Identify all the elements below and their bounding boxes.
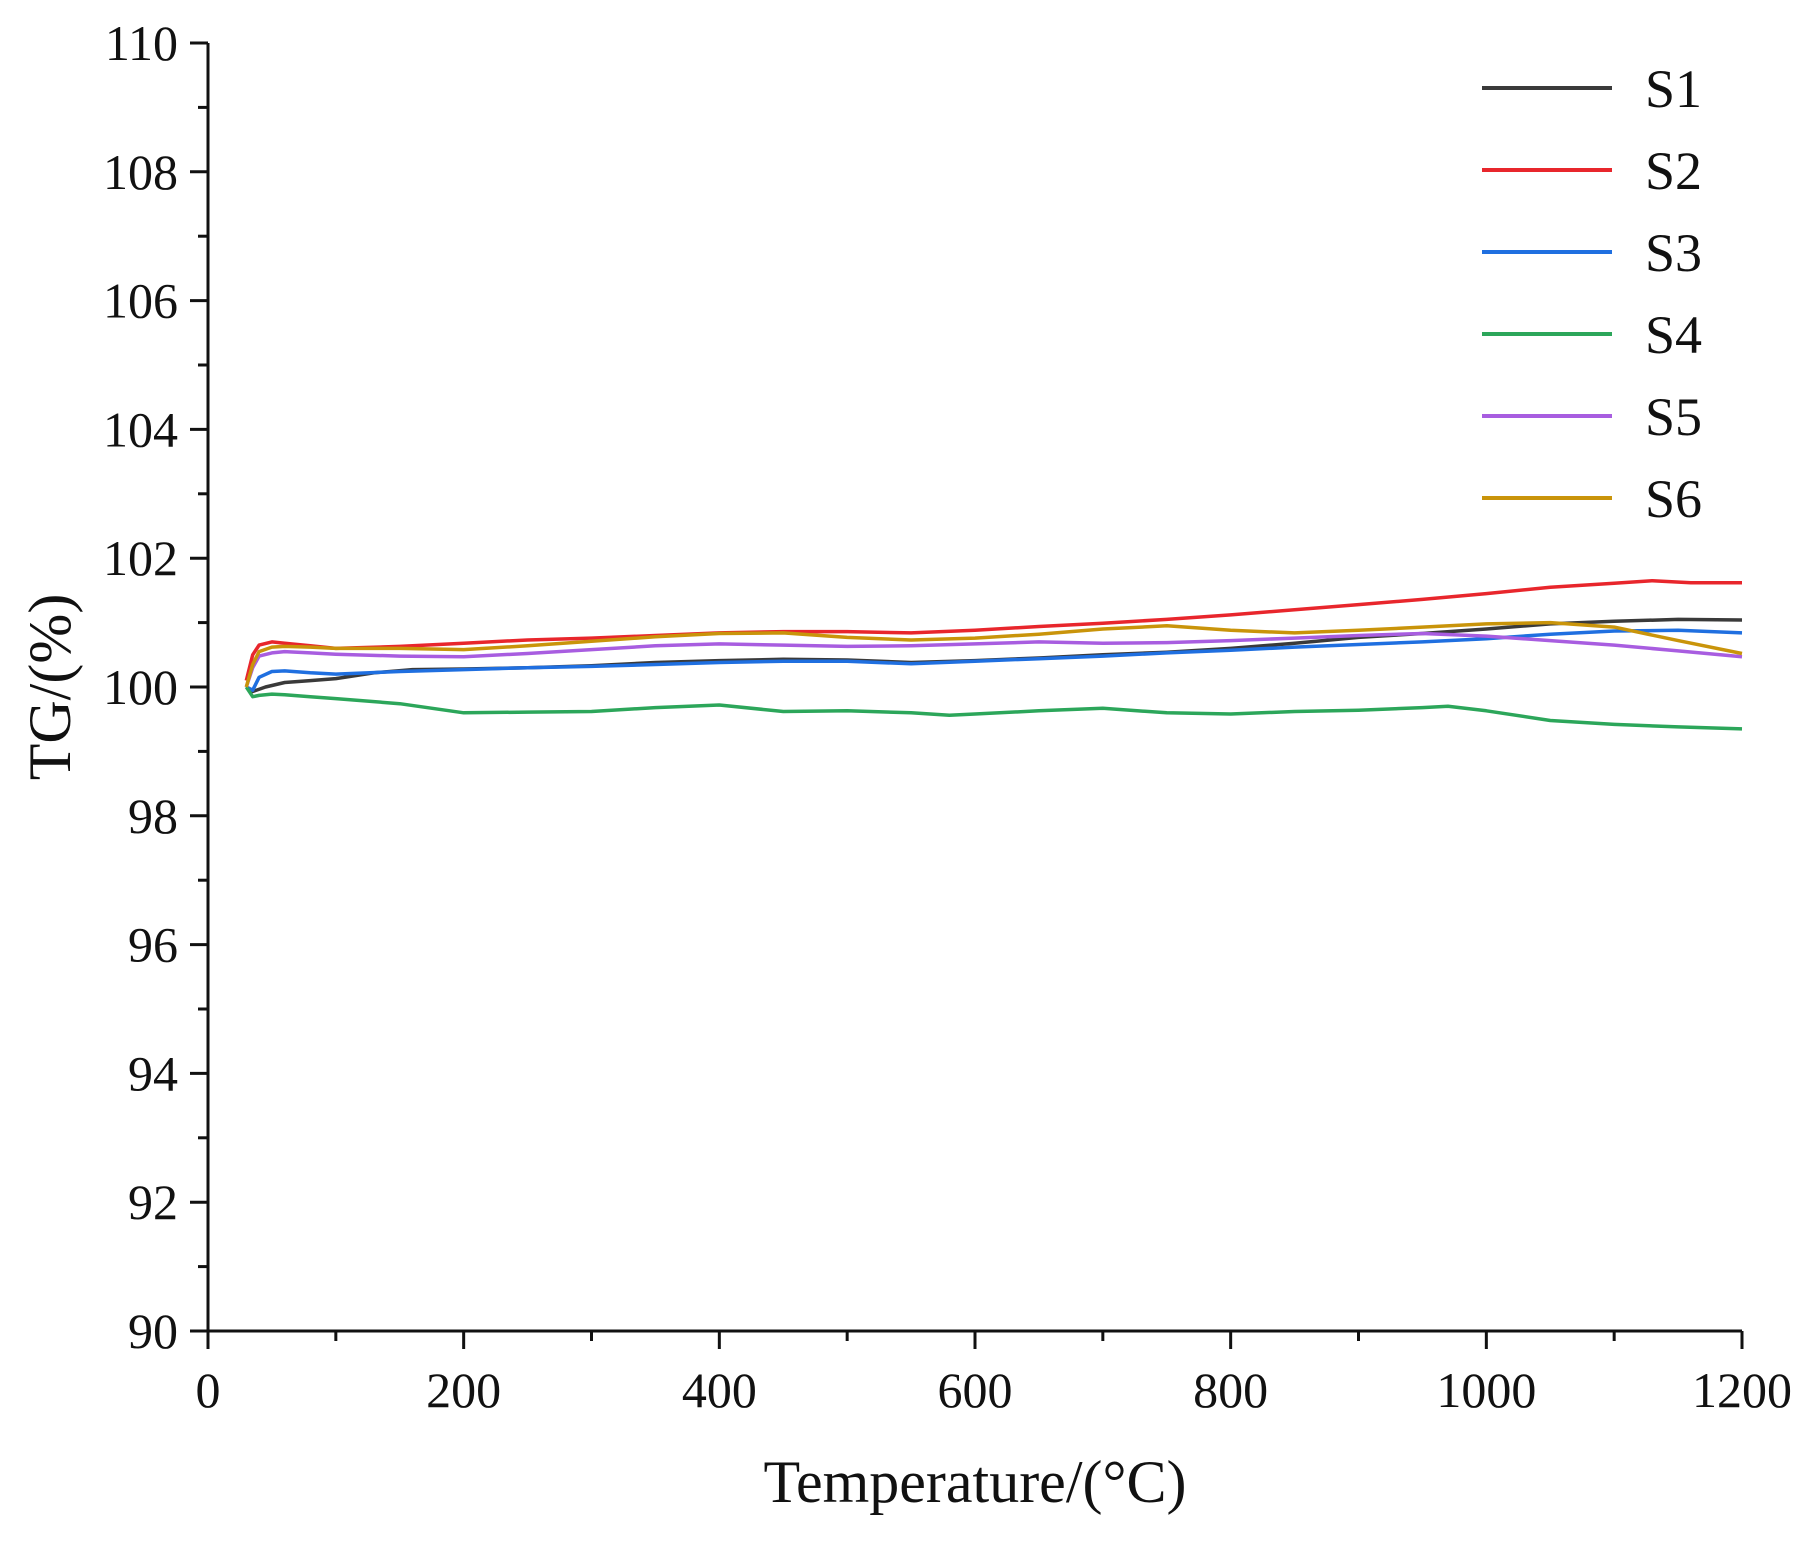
legend-label-s1: S1: [1645, 59, 1702, 119]
y-axis-title: TG/(%): [17, 594, 83, 781]
x-tick-label: 0: [196, 1362, 221, 1418]
legend-label-s6: S6: [1645, 469, 1702, 529]
y-tick-label: 96: [128, 917, 178, 973]
legend-label-s4: S4: [1645, 305, 1702, 365]
x-axis-title: Temperature/(°C): [764, 1449, 1187, 1515]
y-tick-label: 94: [128, 1045, 178, 1101]
series-line-s5: [244, 631, 1743, 688]
y-tick-label: 108: [103, 144, 178, 200]
series-layer: [244, 578, 1743, 731]
series-line-s6: [244, 620, 1743, 688]
y-tick-label: 92: [128, 1174, 178, 1230]
y-tick-label: 110: [105, 15, 178, 71]
legend: S1 S2 S3 S4 S5 S6: [1482, 59, 1702, 529]
series-line-s3: [245, 628, 1743, 692]
y-tick-label: 100: [103, 659, 178, 715]
x-tick-label: 1200: [1692, 1362, 1792, 1418]
axes-layer: 0 200 400 600 800 1000 1200 90 92 94 96 98 100 102 104…: [103, 15, 1792, 1418]
y-tick-label: 102: [103, 530, 178, 586]
x-tick-label: 200: [426, 1362, 501, 1418]
x-tick-label: 400: [682, 1362, 757, 1418]
y-tick-label: 106: [103, 273, 178, 329]
series-line-s4: [244, 686, 1743, 731]
series-line-s2: [244, 578, 1742, 682]
legend-label-s2: S2: [1645, 141, 1702, 201]
y-tick-label: 104: [103, 401, 178, 457]
y-tick-label: 98: [128, 788, 178, 844]
x-tick-label: 600: [938, 1362, 1013, 1418]
y-tick-label: 90: [128, 1303, 178, 1359]
legend-label-s5: S5: [1645, 387, 1702, 447]
x-tick-label: 800: [1193, 1362, 1268, 1418]
legend-label-s3: S3: [1645, 223, 1702, 283]
x-tick-label: 1000: [1436, 1362, 1536, 1418]
